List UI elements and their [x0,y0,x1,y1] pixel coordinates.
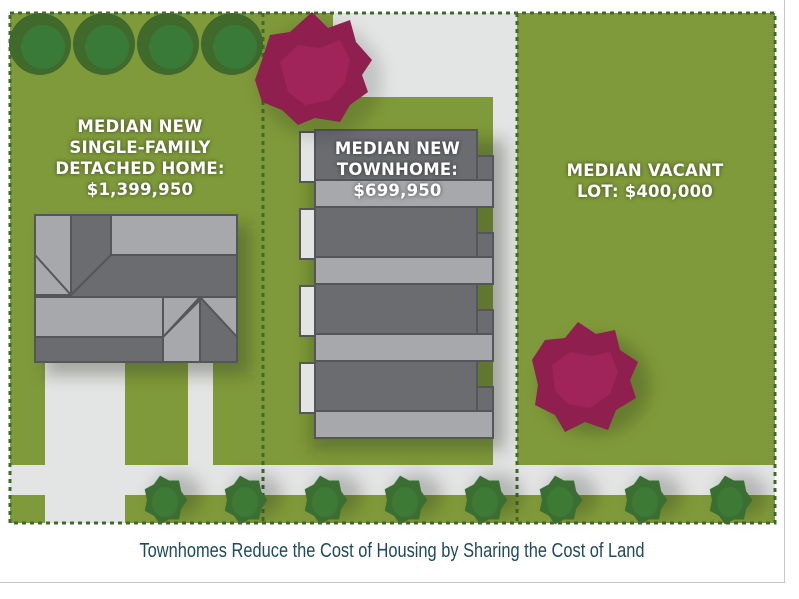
townhome-unit [299,283,494,362]
townhome-row [299,129,494,439]
label-line: TOWNHOME: [336,160,459,179]
red-tree-icon [255,12,382,138]
shrub-icon [144,473,203,525]
vacant-lot-price: LOT: $400,000 [577,182,713,201]
walkway [188,360,213,465]
label-line: SINGLE-FAMILY [69,138,211,157]
shrub-icon [304,473,363,525]
tree-icon [201,13,263,75]
lot-lines [8,11,777,525]
townhome-price: $699,950 [353,181,442,200]
label-line: MEDIAN VACANT [566,161,724,180]
townhome-unit [299,360,494,439]
street-shrubs [144,473,768,525]
shrub-icon [709,473,768,525]
tree-icon [137,13,199,75]
label-line: MEDIAN NEW [77,117,203,136]
single-family-house [34,214,238,363]
single-family-label: MEDIAN NEW SINGLE-FAMILY DETACHED HOME: … [40,116,240,200]
tree-icon [73,13,135,75]
shrub-icon [464,473,523,525]
townhome-unit [299,206,494,285]
townhome-unit [299,129,494,208]
infographic-frame [0,0,785,583]
tree-icon [9,13,71,75]
shrub-icon [384,473,443,525]
vacant-lot-label: MEDIAN VACANT LOT: $400,000 [540,160,750,202]
townhome-label: MEDIAN NEW TOWNHOME: $699,950 [300,138,495,201]
caption: Townhomes Reduce the Cost of Housing by … [139,540,645,562]
shrub-icon [624,473,683,525]
shrub-icon [539,473,598,525]
single-family-price: $1,399,950 [86,180,194,199]
red-tree-icon [532,322,650,435]
hedge-trees [9,13,263,75]
label-line: DETACHED HOME: [55,159,225,178]
shrub-icon [224,473,283,525]
label-line: MEDIAN NEW [334,139,461,158]
